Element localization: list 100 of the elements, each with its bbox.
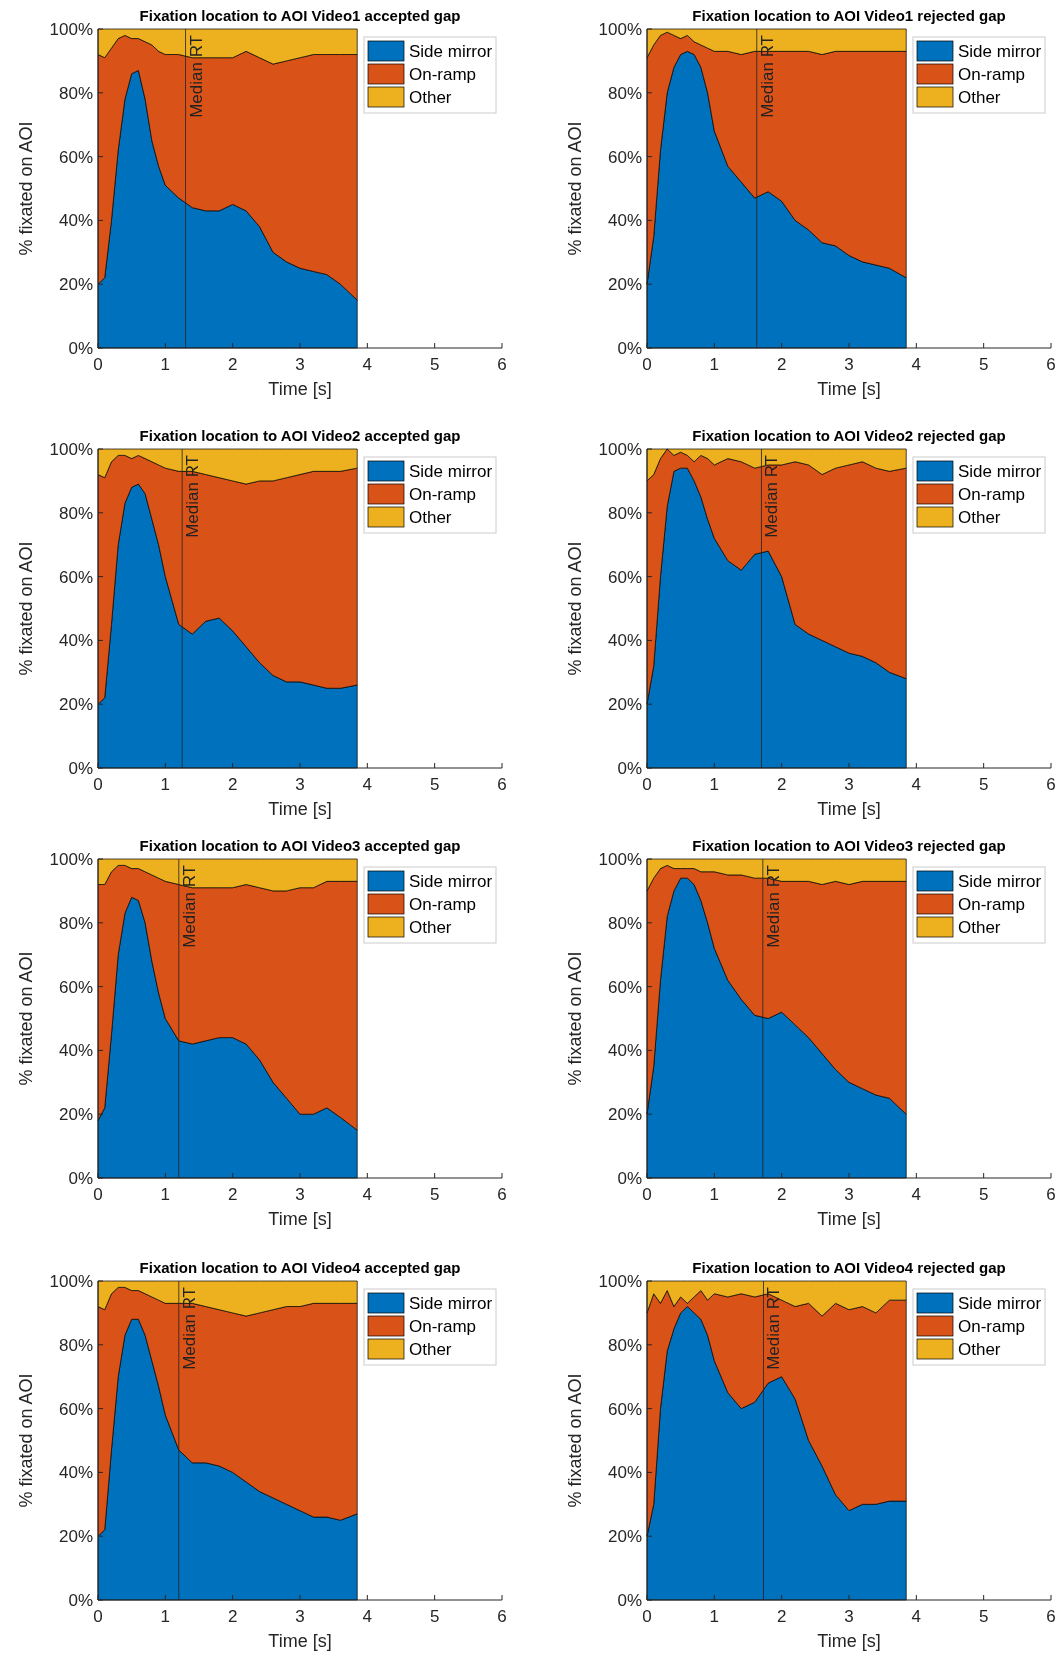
y-axis-title: % fixated on AOI [16, 121, 36, 256]
x-tick-label: 5 [429, 1185, 440, 1204]
legend-label: Side mirror [958, 462, 1042, 481]
y-tick-label: 40% [58, 1463, 93, 1483]
x-tick-label: 1 [709, 355, 720, 374]
x-tick-label: 5 [978, 355, 989, 374]
y-tick-label: 60% [607, 1399, 642, 1419]
ref-line-label: Median RT [179, 865, 199, 948]
y-tick-label: 20% [607, 1527, 642, 1547]
y-tick-label: 0% [68, 1590, 93, 1610]
x-tick-label: 5 [978, 775, 989, 794]
x-tick-label: 0 [93, 1607, 103, 1626]
legend-label: Other [958, 1340, 1001, 1359]
y-tick-label: 40% [607, 1041, 642, 1061]
x-tick-label: 6 [497, 1607, 507, 1626]
y-tick-label: 20% [58, 695, 93, 715]
y-axis-title: % fixated on AOI [565, 121, 585, 256]
y-tick-label: 80% [58, 913, 93, 933]
x-tick-label: 0 [642, 1607, 652, 1626]
x-tick-label: 4 [362, 775, 373, 794]
legend-label: On-ramp [409, 1317, 477, 1336]
legend-label: Other [958, 88, 1001, 107]
x-tick-label: 6 [497, 1185, 507, 1204]
chart-title: Fixation location to AOI Video3 rejected gap [692, 837, 1006, 854]
y-axis-title: % fixated on AOI [16, 541, 36, 676]
y-tick-label: 0% [617, 1590, 642, 1610]
x-tick-label: 3 [295, 355, 305, 374]
x-axis-title: Time [s] [268, 1209, 332, 1229]
x-tick-label: 3 [295, 1607, 305, 1626]
x-tick-label: 3 [844, 1185, 854, 1204]
ref-line-label: Median RT [763, 865, 783, 948]
x-tick-label: 1 [160, 1607, 171, 1626]
y-tick-label: 40% [607, 211, 642, 231]
x-tick-label: 2 [227, 775, 238, 794]
x-tick-label: 2 [776, 1607, 787, 1626]
y-tick-label: 0% [617, 1168, 642, 1188]
y-tick-label: 60% [607, 147, 642, 167]
x-tick-label: 0 [93, 775, 103, 794]
y-tick-label: 20% [607, 695, 642, 715]
y-tick-label: 0% [617, 758, 642, 778]
y-tick-label: 0% [68, 758, 93, 778]
y-tick-label: 20% [58, 1527, 93, 1547]
ref-line-label: Median RT [762, 455, 782, 538]
x-tick-label: 0 [642, 1185, 652, 1204]
chart-title: Fixation location to AOI Video4 rejected gap [692, 1259, 1006, 1276]
y-tick-label: 80% [607, 503, 642, 523]
x-tick-label: 1 [709, 1607, 720, 1626]
x-tick-label: 1 [160, 775, 171, 794]
x-tick-label: 2 [227, 1607, 238, 1626]
x-tick-label: 2 [776, 1185, 787, 1204]
y-tick-label: 20% [58, 1105, 93, 1125]
ref-line-label: Median RT [179, 1287, 199, 1370]
legend-label: On-ramp [958, 65, 1026, 84]
x-tick-label: 3 [844, 1607, 854, 1626]
x-tick-label: 4 [911, 1607, 922, 1626]
y-axis-title: % fixated on AOI [565, 541, 585, 676]
x-tick-label: 5 [429, 775, 440, 794]
x-tick-label: 0 [93, 355, 103, 374]
chart-title: Fixation location to AOI Video3 accepted gap [139, 837, 461, 854]
legend-label: Side mirror [409, 1294, 493, 1313]
chart-title: Fixation location to AOI Video1 rejected gap [692, 7, 1006, 24]
ref-line-label: Median RT [764, 1287, 784, 1370]
chart-title: Fixation location to AOI Video4 accepted gap [139, 1259, 461, 1276]
y-tick-label: 20% [607, 1105, 642, 1125]
x-tick-label: 6 [1046, 355, 1056, 374]
x-axis-title: Time [s] [817, 1209, 881, 1229]
x-tick-label: 0 [642, 355, 652, 374]
legend-label: Side mirror [409, 462, 493, 481]
x-tick-label: 5 [978, 1607, 989, 1626]
x-tick-label: 6 [497, 775, 507, 794]
y-tick-label: 60% [58, 1399, 93, 1419]
x-tick-label: 4 [911, 1185, 922, 1204]
ref-line-label: Median RT [186, 35, 206, 118]
legend-label: On-ramp [958, 1317, 1026, 1336]
x-tick-label: 1 [709, 775, 720, 794]
x-tick-label: 5 [978, 1185, 989, 1204]
x-axis-title: Time [s] [268, 379, 332, 399]
legend-label: On-ramp [409, 485, 477, 504]
y-tick-label: 60% [58, 977, 93, 997]
x-axis-title: Time [s] [268, 1631, 332, 1651]
x-tick-label: 5 [429, 1607, 440, 1626]
x-tick-label: 4 [362, 1185, 373, 1204]
legend-label: On-ramp [409, 65, 477, 84]
x-tick-label: 6 [497, 355, 507, 374]
x-tick-label: 6 [1046, 1185, 1056, 1204]
x-axis-title: Time [s] [817, 379, 881, 399]
y-tick-label: 80% [607, 1335, 642, 1355]
y-tick-label: 0% [68, 1168, 93, 1188]
x-tick-label: 2 [776, 775, 787, 794]
legend-label: Other [409, 88, 452, 107]
legend-label: Side mirror [409, 872, 493, 891]
x-tick-label: 0 [642, 775, 652, 794]
y-tick-label: 80% [607, 83, 642, 103]
x-tick-label: 1 [160, 1185, 171, 1204]
x-tick-label: 2 [776, 355, 787, 374]
x-tick-label: 1 [709, 1185, 720, 1204]
legend-label: Side mirror [958, 42, 1042, 61]
legend-label: Other [409, 1340, 452, 1359]
y-tick-label: 100% [598, 439, 642, 459]
y-tick-label: 40% [58, 631, 93, 651]
